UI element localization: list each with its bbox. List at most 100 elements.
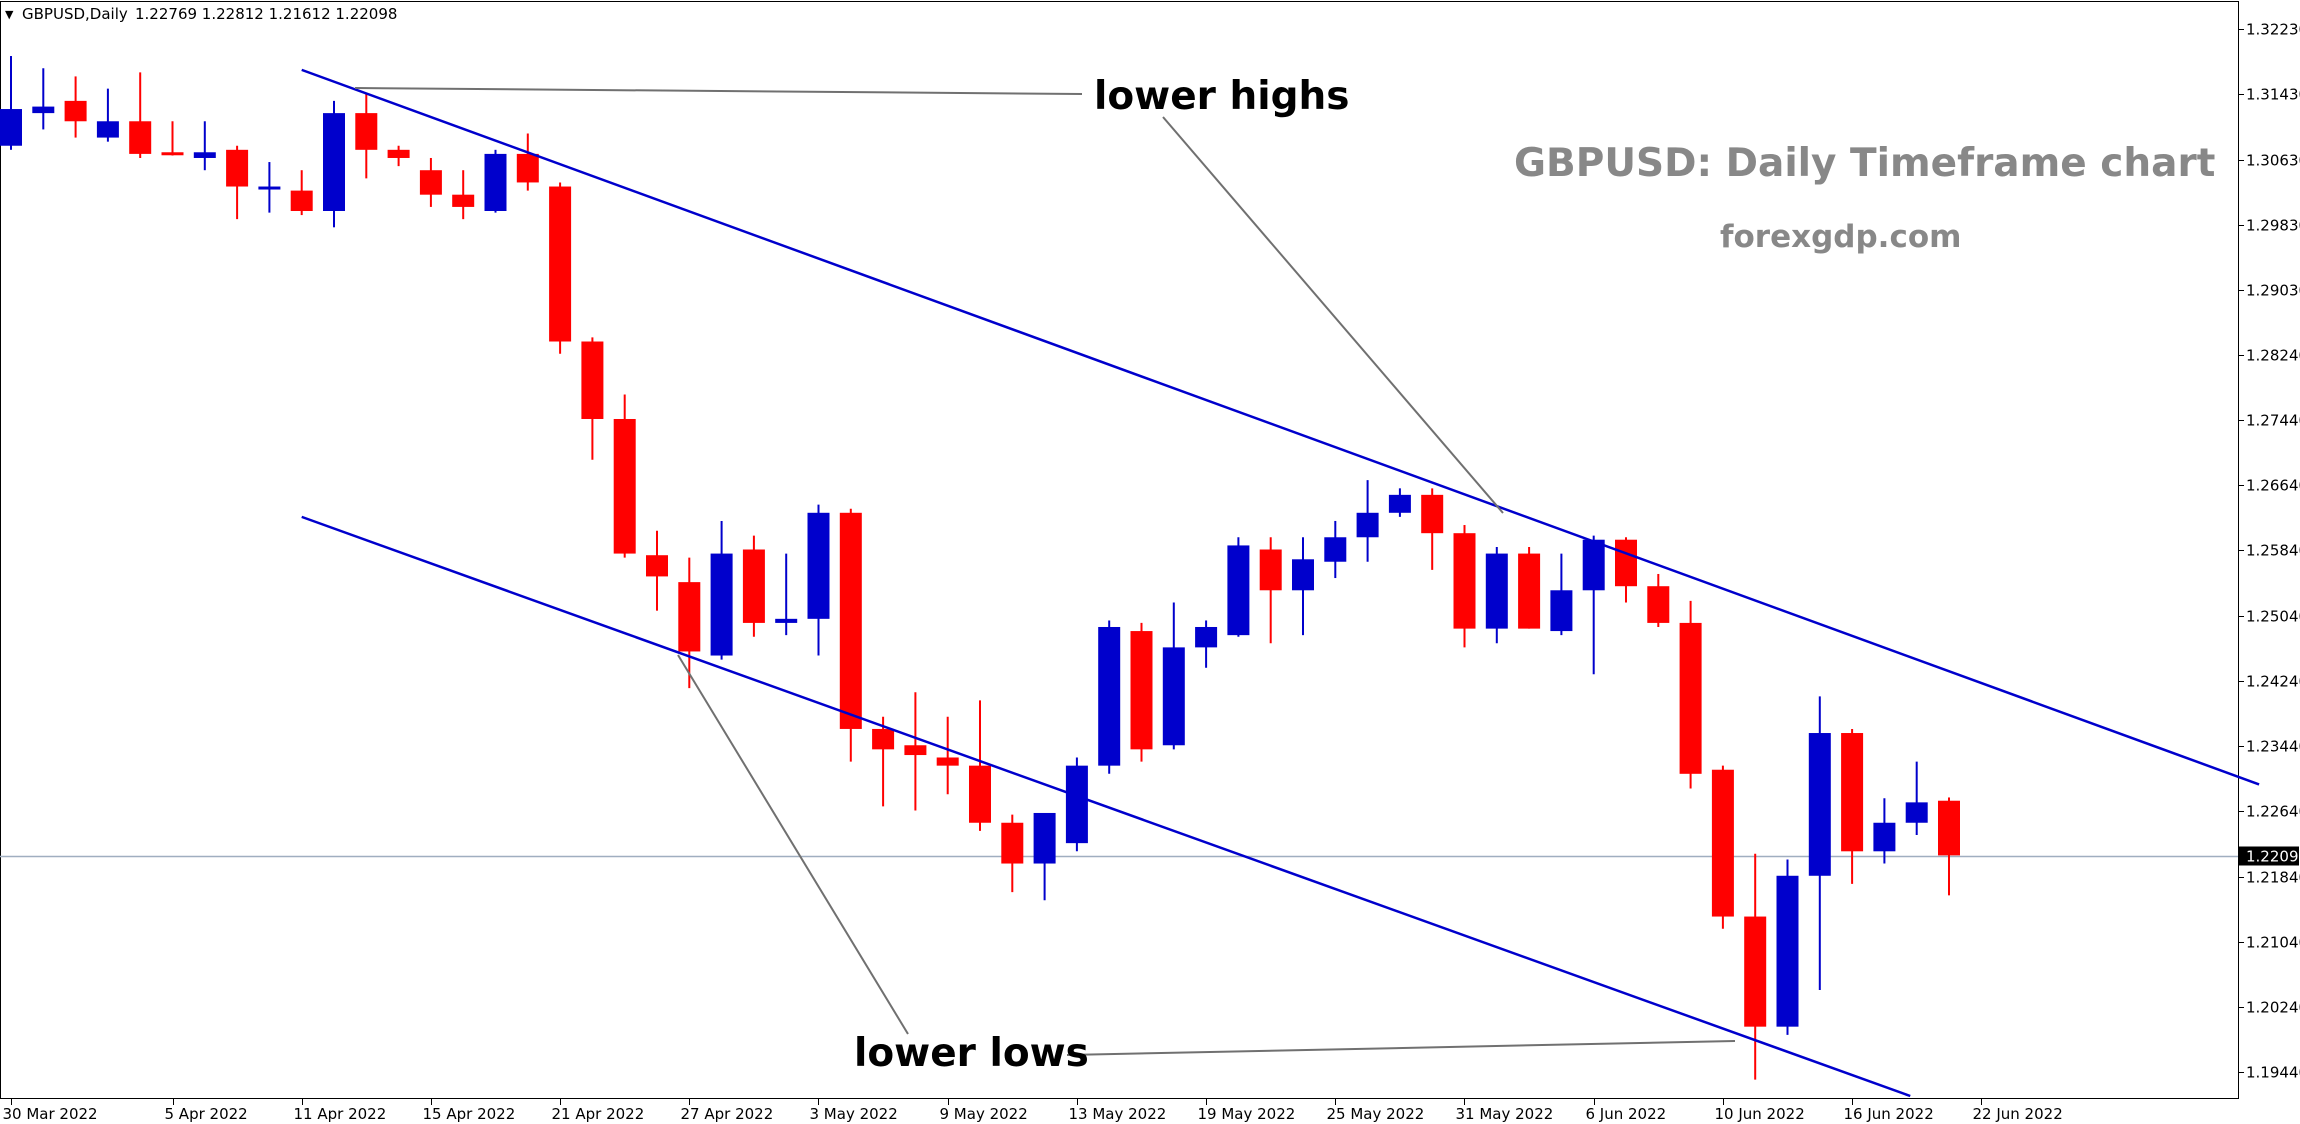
- price-tick-label: 1.25840: [2246, 542, 2300, 560]
- candle-body: [549, 186, 572, 342]
- candle-body: [1615, 539, 1637, 587]
- candle-body: [1324, 537, 1347, 562]
- bull-candle: [1388, 488, 1411, 517]
- bull-candle: [1356, 480, 1379, 562]
- bear-candle: [1001, 814, 1024, 893]
- time-tick-label: 21 Apr 2022: [552, 1105, 645, 1123]
- bull-candle: [258, 162, 281, 213]
- bull-candle: [0, 56, 22, 150]
- price-tick-label: 1.29830: [2246, 217, 2300, 235]
- bull-candle: [1162, 602, 1185, 750]
- bear-candle: [129, 72, 152, 158]
- price-tick-label: 1.32230: [2246, 21, 2300, 39]
- time-tick-label: 9 May 2022: [940, 1105, 1028, 1123]
- candle-body: [581, 341, 604, 419]
- candle-body: [807, 512, 830, 619]
- bear-candle: [549, 182, 572, 354]
- lower-trendline: [301, 515, 1911, 1098]
- bear-candle: [1744, 853, 1767, 1080]
- bull-candle: [1098, 620, 1121, 774]
- candle-body: [1905, 802, 1928, 823]
- bull-candle: [96, 88, 119, 142]
- bull-candle: [1292, 537, 1314, 636]
- bear-candle: [387, 145, 410, 167]
- candle-body: [323, 113, 345, 211]
- candle-body: [1098, 626, 1121, 766]
- bear-candle: [936, 716, 959, 795]
- time-tick-label: 15 Apr 2022: [423, 1105, 516, 1123]
- bull-candle: [1905, 761, 1928, 835]
- bear-candle: [1421, 488, 1444, 570]
- price-tick-label: 1.19440: [2246, 1064, 2300, 1082]
- bull-candle: [323, 100, 345, 228]
- candle-body: [258, 186, 281, 190]
- current-price-line: 1.22098: [0, 846, 2300, 866]
- candle-body: [193, 152, 216, 158]
- bull-candle: [775, 553, 798, 636]
- watermark-site: forexgdp.com: [1720, 219, 1961, 255]
- current-price-tag: [2239, 846, 2299, 866]
- bull-candle: [193, 121, 216, 171]
- candle-body: [96, 121, 119, 138]
- upper-trendline: [301, 68, 2260, 786]
- time-tick-label: 16 Jun 2022: [1844, 1105, 1934, 1123]
- chart-ohlc: 1.22769 1.22812 1.21612 1.22098: [135, 5, 397, 23]
- candle-body: [872, 728, 895, 750]
- bear-candle: [516, 133, 539, 191]
- bull-candle: [1485, 547, 1508, 644]
- price-tick-label: 1.21840: [2246, 869, 2300, 887]
- candle-body: [710, 553, 733, 656]
- bear-candle: [1679, 600, 1702, 789]
- collapse-arrow-icon[interactable]: ▼: [5, 8, 14, 21]
- candle-body: [64, 100, 87, 122]
- candle-body: [516, 153, 539, 183]
- bull-candle: [710, 520, 733, 660]
- pointer-lower-highs-horizontal: [354, 87, 1083, 95]
- bear-candle: [355, 92, 378, 179]
- candle-body: [452, 194, 475, 207]
- candle-body: [1485, 553, 1508, 629]
- candle-body: [1195, 626, 1218, 648]
- current-price-label: 1.22098: [2246, 848, 2300, 866]
- bull-candle: [1808, 696, 1831, 990]
- candle-body: [1356, 512, 1379, 538]
- bear-candle: [1711, 765, 1734, 929]
- price-tick-label: 1.24240: [2246, 673, 2300, 691]
- candle-body: [32, 106, 55, 114]
- time-tick-label: 25 May 2022: [1327, 1105, 1425, 1123]
- bull-candle: [1065, 757, 1088, 852]
- chart-symbol: GBPUSD,Daily: [22, 5, 128, 23]
- time-tick-label: 22 Jun 2022: [1973, 1105, 2063, 1123]
- candle-body: [1453, 533, 1476, 629]
- bull-candle: [1227, 537, 1250, 637]
- candle-body: [1292, 559, 1314, 591]
- bear-candle: [161, 121, 184, 156]
- candle-body: [1033, 812, 1056, 864]
- candle-body: [290, 190, 313, 211]
- candle-body: [613, 418, 636, 554]
- candle-body: [1582, 539, 1605, 591]
- bear-candle: [226, 145, 249, 220]
- candle-body: [1259, 549, 1282, 591]
- candle-body: [1388, 494, 1411, 513]
- candle-body: [742, 549, 765, 623]
- bull-candle: [807, 504, 830, 656]
- bear-candle: [1615, 537, 1637, 603]
- candle-body: [1130, 631, 1153, 750]
- bear-candle: [1259, 537, 1282, 644]
- candle-body: [1162, 647, 1185, 746]
- candle-body: [646, 555, 668, 577]
- candle-body: [419, 170, 442, 195]
- trend-channel[interactable]: [301, 68, 2260, 1098]
- bear-candle: [839, 508, 862, 762]
- candle-body: [1808, 733, 1831, 876]
- pointer-lower-lows-diagonal: [677, 654, 909, 1035]
- bull-candle: [484, 149, 507, 213]
- time-tick-label: 30 Mar 2022: [3, 1105, 98, 1123]
- bear-candle: [1841, 728, 1864, 884]
- bear-candle: [1453, 525, 1476, 648]
- candle-body: [355, 113, 378, 150]
- time-tick-label: 10 Jun 2022: [1715, 1105, 1805, 1123]
- bull-candle: [1033, 812, 1056, 901]
